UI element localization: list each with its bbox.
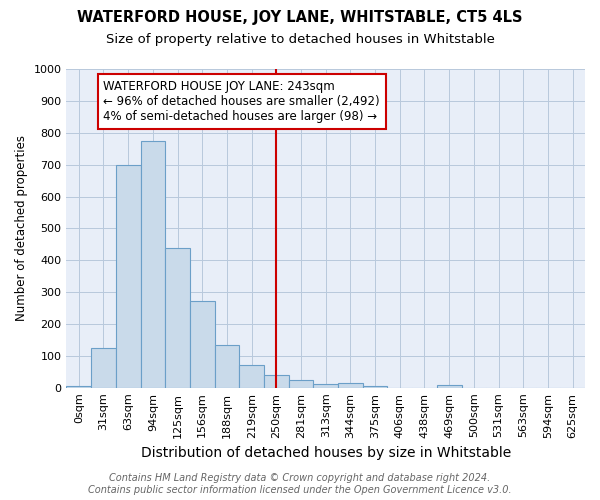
Bar [140, 140, 165, 388]
X-axis label: Distribution of detached houses by size in Whitstable: Distribution of detached houses by size … [140, 446, 511, 460]
Y-axis label: Number of detached properties: Number of detached properties [15, 136, 28, 322]
Bar [363, 386, 388, 388]
Text: Contains HM Land Registry data © Crown copyright and database right 2024.
Contai: Contains HM Land Registry data © Crown c… [88, 474, 512, 495]
Bar [239, 366, 264, 388]
Bar [338, 383, 363, 388]
Text: WATERFORD HOUSE, JOY LANE, WHITSTABLE, CT5 4LS: WATERFORD HOUSE, JOY LANE, WHITSTABLE, C… [77, 10, 523, 25]
Bar [313, 384, 338, 388]
Bar [264, 375, 289, 388]
Bar [165, 248, 190, 388]
Text: WATERFORD HOUSE JOY LANE: 243sqm
← 96% of detached houses are smaller (2,492)
4%: WATERFORD HOUSE JOY LANE: 243sqm ← 96% o… [103, 80, 380, 123]
Bar [116, 164, 140, 388]
Bar [67, 386, 91, 388]
Bar [91, 348, 116, 388]
Text: Size of property relative to detached houses in Whitstable: Size of property relative to detached ho… [106, 32, 494, 46]
Bar [215, 346, 239, 388]
Bar [289, 380, 313, 388]
Bar [437, 386, 461, 388]
Bar [190, 301, 215, 388]
